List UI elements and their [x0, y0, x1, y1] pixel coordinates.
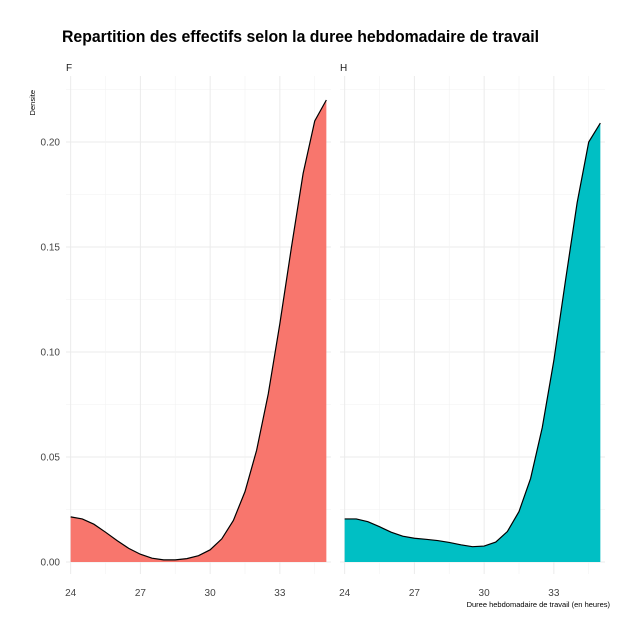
x-tick-label: 33 — [274, 588, 286, 599]
y-axis-title: Densite — [28, 90, 37, 115]
facet-label-H: H — [340, 63, 347, 74]
y-tick-label: 0.00 — [41, 558, 61, 569]
density-area-F — [70, 100, 327, 562]
x-tick-label: 27 — [135, 588, 147, 599]
chart-title: Repartition des effectifs selon la duree… — [62, 27, 540, 46]
x-tick-label: 24 — [65, 588, 77, 599]
facet-label-F: F — [66, 63, 72, 74]
x-tick-label: 24 — [339, 588, 351, 599]
y-tick-label: 0.10 — [41, 348, 61, 359]
x-tick-label: 30 — [479, 588, 491, 599]
x-tick-label: 33 — [548, 588, 560, 599]
x-tick-label: 30 — [205, 588, 217, 599]
density-line-H — [344, 122, 601, 548]
density-area-H — [344, 123, 601, 562]
density-line-F — [70, 99, 327, 561]
x-axis-title: Duree hebdomadaire de travail (en heures… — [467, 600, 611, 609]
y-tick-label: 0.20 — [41, 138, 61, 149]
y-tick-label: 0.15 — [41, 243, 61, 254]
x-tick-label: 27 — [409, 588, 421, 599]
y-tick-label: 0.05 — [41, 453, 61, 464]
